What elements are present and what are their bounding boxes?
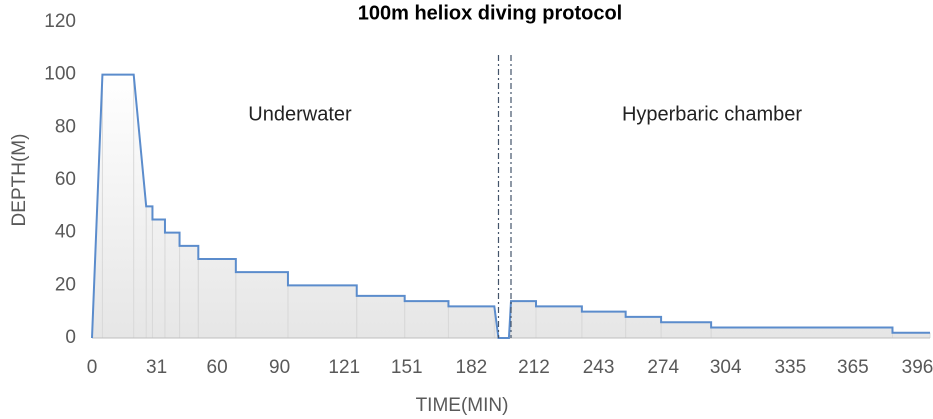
x-tick-label: 60 bbox=[207, 357, 228, 378]
x-tick-label: 90 bbox=[269, 357, 290, 378]
x-tick-label: 243 bbox=[583, 357, 615, 378]
y-tick-label: 60 bbox=[55, 169, 76, 190]
y-tick-label: 80 bbox=[55, 116, 76, 137]
y-tick-label: 120 bbox=[44, 11, 76, 32]
x-tick-label: 396 bbox=[902, 357, 933, 378]
line bbox=[91, 73, 930, 339]
x-axis-label: TIME(MIN) bbox=[416, 395, 509, 416]
chart-title: 100m heliox diving protocol bbox=[358, 2, 623, 24]
annotation: Underwater bbox=[248, 103, 352, 125]
y-tick-label: 20 bbox=[55, 274, 76, 295]
x-tick-label: 212 bbox=[518, 357, 550, 378]
y-axis-label: DEPTH(M) bbox=[9, 134, 30, 227]
x-tick-label: 365 bbox=[837, 357, 869, 378]
x-tick-label: 0 bbox=[87, 357, 98, 378]
y-tick-label: 100 bbox=[44, 64, 76, 85]
y-tick-label: 0 bbox=[65, 327, 76, 348]
x-tick-label: 274 bbox=[647, 357, 679, 378]
area-fill bbox=[92, 74, 930, 339]
y-tick-label: 40 bbox=[55, 222, 76, 243]
x-tick-label: 151 bbox=[391, 357, 423, 378]
x-tick-label: 304 bbox=[710, 357, 742, 378]
x-tick-label: 182 bbox=[456, 357, 488, 378]
x-tick-label: 121 bbox=[328, 357, 360, 378]
x-tick-label: 335 bbox=[774, 357, 806, 378]
annotation: Hyperbaric chamber bbox=[622, 103, 802, 125]
x-tick-label: 31 bbox=[146, 357, 167, 378]
